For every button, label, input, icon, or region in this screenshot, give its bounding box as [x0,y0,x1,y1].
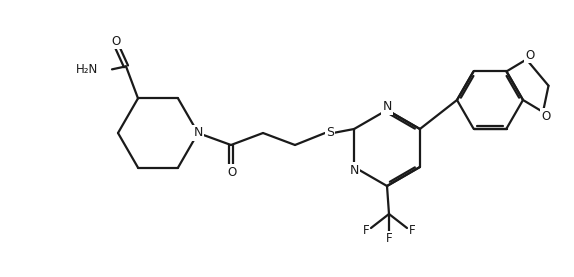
Text: O: O [525,49,534,62]
Text: S: S [326,127,334,140]
Text: O: O [227,165,236,178]
Text: H₂N: H₂N [76,63,98,76]
Text: O: O [111,35,121,48]
Text: O: O [541,109,550,122]
Text: F: F [386,232,392,245]
Text: N: N [193,127,203,140]
Text: F: F [363,224,369,237]
Text: N: N [350,163,359,176]
Text: F: F [409,224,416,237]
Text: N: N [382,101,391,114]
